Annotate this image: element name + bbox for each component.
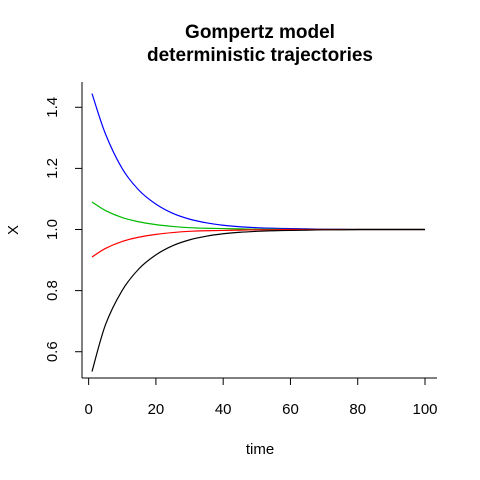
chart-title-line-2: deterministic trajectories [147, 45, 373, 66]
y-axis-label: X [5, 225, 22, 235]
x-axis-label: time [246, 441, 274, 458]
y-axis-ticks: 0.6 0.8 1.0 1.2 1.4 [44, 97, 82, 362]
chart-title-line-1: Gompertz model [185, 22, 335, 43]
x-axis-ticks: 0 20 40 60 80 100 [84, 378, 438, 418]
series-line-3 [91, 228, 425, 258]
series-line-4 [91, 228, 425, 372]
series-layer [91, 93, 425, 372]
x-tick-label: 60 [282, 401, 299, 418]
y-tick-label: 1.4 [44, 97, 61, 118]
x-tick-label: 80 [349, 401, 366, 418]
y-tick-label: 1.0 [44, 219, 61, 240]
y-tick-label: 0.6 [44, 341, 61, 362]
series-line-2 [91, 201, 425, 231]
x-tick-label: 100 [412, 401, 437, 418]
series-line-1 [91, 93, 425, 231]
x-tick-label: 40 [215, 401, 232, 418]
y-tick-label: 0.8 [44, 280, 61, 301]
x-tick-label: 0 [84, 401, 92, 418]
x-tick-label: 20 [148, 401, 165, 418]
y-tick-label: 1.2 [44, 158, 61, 179]
